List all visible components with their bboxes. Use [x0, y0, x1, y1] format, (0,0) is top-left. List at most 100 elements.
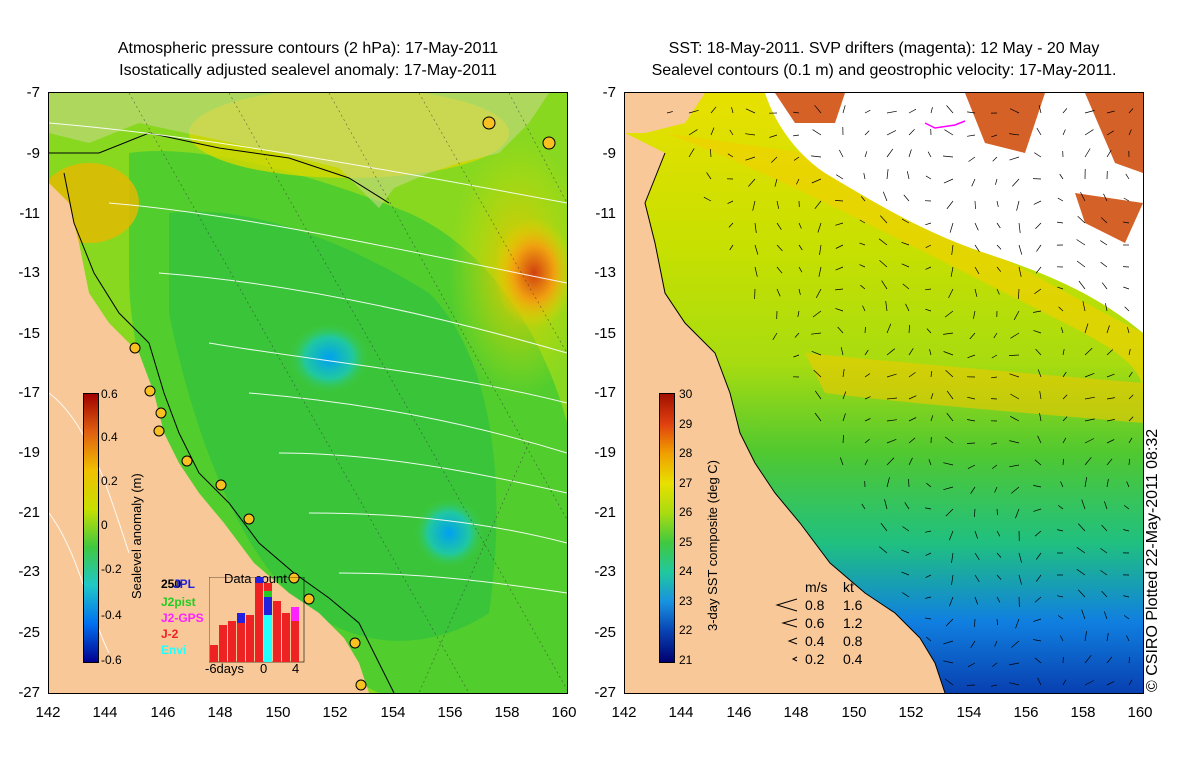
velocity-arrow	[860, 196, 866, 202]
velocity-arrow	[1100, 261, 1108, 268]
velocity-arrow	[929, 349, 932, 356]
sst-tick-6: 24	[679, 564, 693, 578]
left-lon-2: 146	[150, 704, 176, 721]
sst-tick-2: 28	[679, 446, 693, 460]
velocity-arrow	[944, 129, 954, 136]
velocity-arrow	[944, 436, 954, 444]
velocity-arrow	[1084, 110, 1095, 114]
data-count-histogram	[209, 577, 305, 663]
velocity-arrow	[925, 266, 932, 270]
velocity-arrow	[930, 393, 934, 400]
velocity-arrow	[1036, 127, 1042, 136]
velocity-arrow	[991, 376, 998, 379]
velocity-arrow	[1033, 200, 1042, 205]
velocity-arrow	[1009, 440, 1020, 444]
left-lon-4: 150	[265, 704, 291, 721]
velocity-arrow	[946, 200, 954, 210]
velocity-arrow	[945, 508, 954, 517]
velocity-arrow	[1011, 486, 1020, 494]
velocity-arrow	[904, 502, 910, 510]
velocity-arrow	[1101, 590, 1108, 598]
velocity-arrow	[1128, 679, 1133, 686]
velocity-arrow	[996, 574, 1002, 580]
velocity-arrow	[814, 390, 822, 400]
sst-colorbar-label: 3-day SST composite (deg C)	[705, 460, 720, 631]
velocity-arrow	[974, 200, 976, 210]
velocity-arrow	[1100, 240, 1108, 246]
velocity-arrow	[951, 574, 954, 585]
velocity-arrow	[943, 351, 954, 356]
velocity-arrow	[994, 640, 998, 647]
velocity-arrow	[1034, 459, 1042, 466]
velocity-arrow	[908, 324, 910, 334]
velocity-arrow	[906, 171, 910, 180]
sealevel-colorbar-label: Sealevel anomaly (m)	[129, 473, 144, 599]
velocity-arrow	[1062, 394, 1068, 400]
velocity-arrow	[886, 169, 889, 180]
velocity-arrow	[1062, 458, 1064, 466]
velocity-arrow	[905, 303, 910, 312]
right-lat-1: -9	[602, 145, 616, 162]
velocity-arrow	[943, 486, 954, 491]
left-lat-6: -19	[18, 444, 40, 461]
left-title-line1: Atmospheric pressure contours (2 hPa): 1…	[117, 40, 499, 57]
velocity-arrow	[1009, 464, 1020, 468]
sl-tick-2: 0.2	[101, 474, 118, 488]
velocity-arrow	[864, 396, 871, 400]
left-lon-8: 158	[494, 704, 520, 721]
sl-tick-1: 0.4	[101, 430, 118, 444]
velocity-arrow	[1010, 393, 1020, 400]
velocity-arrow	[1081, 609, 1086, 620]
velocity-arrow	[882, 191, 888, 202]
velocity-arrow	[996, 508, 998, 516]
velocity-arrow	[1011, 640, 1020, 648]
right-lon-3: 148	[783, 704, 809, 721]
velocity-arrow	[728, 222, 734, 228]
velocity-arrow	[1128, 656, 1130, 664]
velocity-arrow	[1062, 416, 1068, 422]
velocity-arrow	[879, 546, 888, 554]
sst-tick-8: 22	[679, 623, 693, 637]
velocity-arrow	[1057, 197, 1064, 202]
velocity-arrow	[1084, 680, 1095, 686]
velocity-arrow	[1101, 524, 1108, 532]
velocity-arrow	[745, 133, 756, 136]
vector-key-kt-2: 0.8	[843, 633, 863, 649]
velocity-arrow	[901, 218, 910, 224]
velocity-arrow	[1009, 373, 1020, 378]
velocity-arrow	[776, 266, 783, 274]
velocity-arrow	[925, 596, 932, 599]
velocity-arrow	[1057, 595, 1064, 598]
velocity-arrow	[991, 684, 998, 687]
velocity-arrow	[880, 215, 888, 224]
velocity-arrow	[1018, 574, 1022, 585]
velocity-arrow	[949, 222, 954, 233]
right-lat-10: -27	[594, 684, 616, 701]
velocity-arrow	[908, 457, 913, 466]
velocity-arrow	[864, 438, 870, 444]
velocity-arrow	[944, 310, 954, 318]
velocity-arrow	[974, 574, 980, 582]
velocity-arrow	[886, 457, 895, 466]
velocity-arrow	[943, 462, 954, 466]
velocity-arrow	[1062, 679, 1067, 686]
velocity-arrow	[834, 200, 844, 202]
velocity-arrow	[1106, 656, 1113, 664]
velocity-arrow	[993, 332, 998, 339]
velocity-arrow	[1106, 633, 1109, 642]
velocity-arrow	[1036, 574, 1042, 582]
velocity-arrow	[1077, 215, 1086, 224]
velocity-arrow	[967, 662, 976, 668]
right-lon-2: 146	[726, 704, 752, 721]
velocity-arrow	[688, 148, 695, 158]
velocity-arrow	[1035, 266, 1042, 274]
velocity-arrow	[1125, 173, 1130, 180]
velocity-arrow	[1018, 288, 1020, 300]
svp-drifter-track	[924, 120, 966, 129]
legend-envi: Envi	[161, 643, 187, 657]
velocity-arrow	[842, 391, 847, 400]
velocity-arrow	[818, 266, 822, 277]
velocity-arrow	[1106, 373, 1115, 378]
velocity-arrow	[944, 678, 954, 686]
velocity-arrow	[1106, 479, 1109, 488]
